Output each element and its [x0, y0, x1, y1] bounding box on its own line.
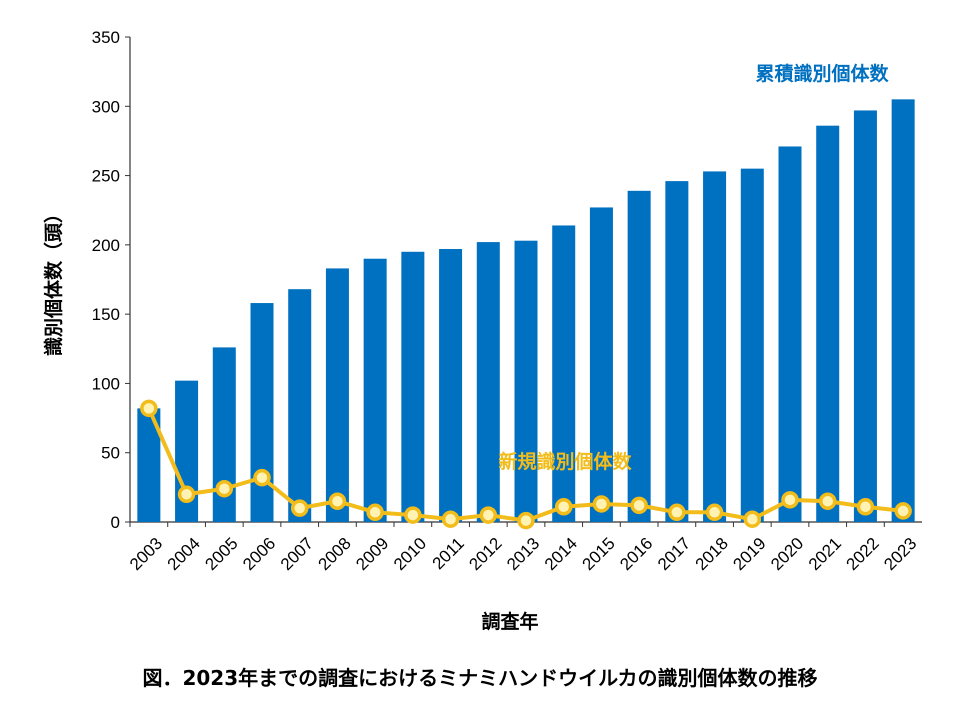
x-tick-label: 2016	[616, 534, 656, 574]
bar-2018	[703, 171, 727, 522]
x-axis-title: 調査年	[481, 610, 538, 633]
figure-caption: 図．2023年までの調査におけるミナミハンドウイルカの識別個体数の推移	[142, 666, 818, 690]
point-2022	[856, 498, 875, 516]
point-2015	[592, 495, 611, 513]
x-tick-label: 2007	[277, 534, 317, 574]
bar-2017	[665, 181, 689, 522]
point-2006	[253, 468, 271, 487]
y-tick-label: 50	[101, 444, 120, 463]
x-tick-label: 2019	[729, 534, 769, 574]
point-2016	[630, 496, 648, 515]
point-2019	[743, 510, 762, 528]
point-2003	[140, 399, 158, 418]
x-tick-label: 2020	[767, 534, 807, 574]
point-2020	[781, 491, 799, 509]
x-tick-label: 2022	[843, 534, 883, 574]
bar-2015	[589, 207, 613, 522]
bar-2014	[552, 225, 576, 522]
point-2014	[554, 498, 573, 516]
point-2018	[705, 503, 724, 522]
point-2005	[215, 479, 234, 498]
point-2009	[366, 503, 384, 522]
x-tick-label: 2018	[692, 534, 732, 574]
x-tick-label: 2010	[390, 534, 430, 574]
bar-2013	[514, 240, 538, 522]
point-2004	[177, 485, 196, 504]
point-2008	[328, 492, 347, 510]
x-tick-label: 2004	[164, 534, 204, 574]
legend-cumulative-label: 累積識別個体数	[755, 62, 889, 85]
point-2023	[894, 502, 912, 520]
bar-2008	[325, 268, 349, 522]
x-tick-label: 2014	[541, 534, 581, 574]
point-2011	[441, 510, 460, 528]
bar-2020	[778, 146, 802, 522]
bar-2010	[401, 251, 425, 523]
bar-2011	[439, 249, 463, 522]
bar-2005	[212, 347, 236, 522]
x-tick-label: 2003	[126, 534, 166, 574]
x-tick-label: 2013	[503, 534, 543, 574]
bar-2007	[288, 289, 312, 522]
bar-2021	[816, 125, 840, 522]
point-2012	[479, 506, 498, 524]
bar-2012	[476, 242, 500, 523]
x-tick-label: 2023	[880, 534, 920, 574]
x-tick-label: 2011	[429, 534, 468, 573]
point-2013	[517, 511, 535, 530]
legend-new-label: 新規識別個体数	[498, 450, 632, 473]
bar-2003	[137, 408, 161, 522]
y-tick-label: 100	[92, 374, 120, 393]
x-tick-label: 2012	[465, 534, 505, 574]
bar-2019	[740, 168, 764, 522]
bar-2023	[891, 99, 915, 522]
y-axis-title: 識別個体数（頭）	[42, 204, 65, 356]
bar-2009	[363, 258, 387, 522]
x-tick-label: 2021	[805, 534, 845, 574]
x-tick-label: 2006	[239, 534, 279, 574]
point-2010	[404, 506, 422, 524]
point-2007	[290, 499, 309, 517]
y-tick-label: 200	[92, 236, 120, 255]
bar-2006	[250, 303, 274, 522]
bar-2022	[853, 110, 877, 522]
x-tick-label: 2017	[654, 534, 694, 574]
bar-2016	[627, 190, 651, 523]
point-2021	[818, 492, 837, 510]
y-tick-label: 0	[111, 513, 120, 532]
x-tick-label: 2009	[352, 534, 392, 574]
y-tick-label: 250	[92, 167, 120, 186]
x-tick-label: 2015	[579, 534, 619, 574]
bar-2004	[175, 380, 199, 522]
x-tick-label: 2008	[315, 534, 355, 574]
y-tick-label: 150	[92, 305, 120, 324]
x-tick-label: 2005	[201, 534, 241, 574]
y-tick-label: 300	[92, 97, 120, 116]
point-2017	[668, 503, 686, 522]
y-tick-label: 350	[92, 28, 120, 47]
